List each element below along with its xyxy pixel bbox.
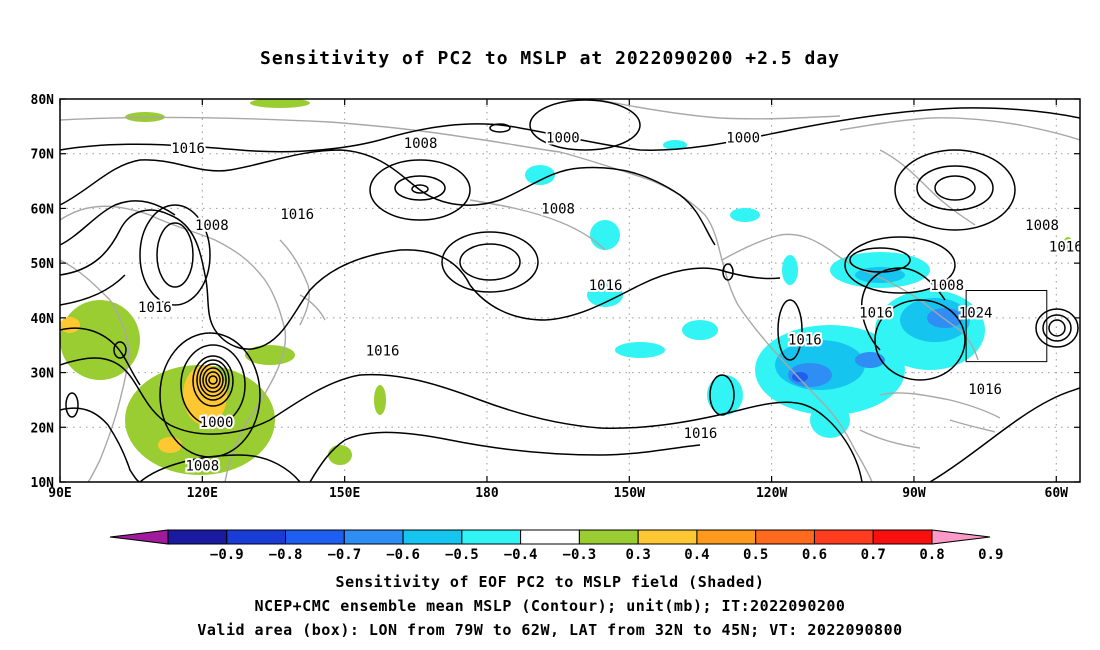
- colorbar-segment: [402, 529, 463, 545]
- shade-cyan-patch: [663, 140, 687, 150]
- lon-tick-label: 150W: [614, 486, 645, 501]
- shade-orange-patch: [183, 365, 227, 425]
- shade-cyan-patch: [590, 220, 620, 250]
- shade-green-patch: [1063, 237, 1073, 253]
- contour-label: 1008: [185, 459, 219, 475]
- colorbar-arrow-high: [931, 529, 991, 545]
- lat-tick-label: 10N: [31, 476, 55, 491]
- lat-tick-label: 70N: [31, 148, 55, 163]
- mslp-contours: [60, 99, 1080, 482]
- shade-cyan-patch: [782, 255, 798, 285]
- contour-label: 1008: [195, 218, 229, 234]
- lon-tick-label: 150E: [329, 486, 360, 501]
- caption-line-3: Valid area (box): LON from 79W to 62W, L…: [197, 621, 903, 639]
- map-title: Sensitivity of PC2 to MSLP at 2022090200…: [259, 48, 840, 69]
- colorbar-label: 0.4: [684, 547, 709, 563]
- contour-label: 1016: [684, 426, 718, 442]
- lon-tick-label: 60W: [1045, 486, 1069, 501]
- lon-tick-label: 120W: [756, 486, 787, 501]
- contour-label: 1000: [546, 130, 580, 146]
- contour-label: 1016: [171, 141, 205, 157]
- shade-cyan-patch: [730, 208, 760, 222]
- contour-label: 1016: [138, 300, 172, 316]
- lon-tick-label: 90W: [902, 486, 926, 501]
- colorbar-segment: [461, 529, 522, 545]
- contour-label: 1016: [1049, 240, 1083, 256]
- colorbar-label: −0.4: [504, 547, 538, 563]
- colorbar-label: −0.3: [563, 547, 597, 563]
- shade-orange-patch: [60, 317, 80, 333]
- colorbar-segment: [813, 529, 874, 545]
- lat-tick-label: 50N: [31, 257, 55, 272]
- colorbar-label: −0.6: [386, 547, 420, 563]
- colorbar-label: 0.8: [919, 547, 944, 563]
- contour-label: 1016: [859, 305, 893, 321]
- colorbar: −0.9 −0.8 −0.7 −0.6 −0.5 −0.4 −0.3 0.3 0.4 0.5 0.6…: [109, 529, 1003, 563]
- lat-tick-label: 80N: [31, 93, 55, 108]
- shade-blue-patch: [855, 352, 885, 368]
- contour-label: 1000: [726, 130, 760, 146]
- lon-tick-label: 180: [475, 486, 499, 501]
- shade-green-patch: [250, 99, 310, 108]
- colorbar-segment: [637, 529, 698, 545]
- colorbar-label: 0.5: [743, 547, 768, 563]
- shaded-sensitivity: [60, 99, 1073, 475]
- colorbar-segment: [167, 529, 228, 545]
- coastlines: [60, 99, 1080, 482]
- colorbar-label: −0.8: [269, 547, 303, 563]
- shade-cyan-patch: [587, 283, 623, 307]
- colorbar-label: −0.7: [327, 547, 361, 563]
- colorbar-label: 0.6: [802, 547, 827, 563]
- contour-label: 1016: [589, 278, 623, 294]
- colorbar-segment: [520, 529, 580, 545]
- colorbar-segment: [343, 529, 404, 545]
- lat-tick-label: 20N: [31, 421, 55, 436]
- contour-labels: 1016 1008 1000 1000 1008 1016 1008 1016 1016 1008…: [136, 128, 1083, 476]
- caption-line-2: NCEP+CMC ensemble mean MSLP (Contour); u…: [254, 597, 846, 615]
- colorbar-arrow-low: [109, 529, 169, 545]
- lat-tick-label: 60N: [31, 202, 55, 217]
- contour-label: 1016: [366, 344, 400, 360]
- lon-tick-label: 90E: [48, 486, 71, 501]
- shade-orange-patch: [158, 437, 182, 453]
- colorbar-segment: [755, 529, 815, 545]
- contour-label: 1016: [968, 382, 1002, 398]
- shade-green-patch: [245, 345, 295, 365]
- shade-cyan-patch: [525, 165, 555, 185]
- lat-tick-label: 30N: [31, 367, 55, 382]
- contour-label: 1016: [280, 207, 314, 223]
- colorbar-label: 0.9: [978, 547, 1003, 563]
- contour-label: 1024: [959, 305, 993, 321]
- colorbar-label: 0.7: [861, 547, 886, 563]
- shade-cyan-patch: [707, 375, 743, 415]
- contour-label: 1016: [788, 333, 822, 349]
- contour-label: 1008: [541, 201, 575, 217]
- colorbar-label: 0.3: [626, 547, 651, 563]
- lat-tick-label: 40N: [31, 312, 55, 327]
- colorbar-segment: [696, 529, 757, 545]
- lon-tick-label: 120E: [187, 486, 218, 501]
- shade-cyan-patch: [810, 402, 850, 438]
- colorbar-segment: [285, 529, 345, 545]
- caption-line-1: Sensitivity of EOF PC2 to MSLP field (Sh…: [335, 573, 765, 591]
- shade-green-patch: [328, 445, 352, 465]
- colorbar-segment: [578, 529, 639, 545]
- shade-cyan-patch: [682, 320, 718, 340]
- map-border: [59, 98, 1081, 483]
- colorbar-segment: [226, 529, 287, 545]
- contour-label: 1008: [1025, 218, 1059, 234]
- shade-cyan-patch: [615, 342, 665, 358]
- shade-green-patch: [60, 300, 140, 380]
- colorbar-segment: [872, 529, 933, 545]
- colorbar-label: −0.5: [445, 547, 479, 563]
- colorbar-label: −0.9: [210, 547, 244, 563]
- valid-area-box: [965, 290, 1048, 363]
- contour-label: 1008: [930, 278, 964, 294]
- contour-label: 1000: [200, 415, 234, 431]
- shade-green-patch: [374, 385, 386, 415]
- contour-label: 1008: [404, 136, 438, 152]
